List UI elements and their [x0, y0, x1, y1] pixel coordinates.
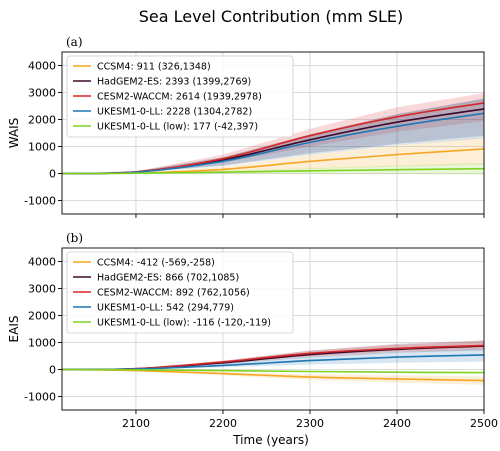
panel-1-legend-label-0: CCSM4: -412 (-569,-258)	[97, 258, 215, 269]
panel-0-legend-label-2: CESM2-WACCM: 2614 (1939,2978)	[97, 92, 262, 103]
panel-1-legend-label-3: UKESM1-0-LL: 542 (294,779)	[97, 303, 234, 314]
panel-0-legend-label-4: UKESM1-0-LL (low): 177 (-42,397)	[97, 122, 258, 133]
panel-1-legend-label-4: UKESM1-0-LL (low): -116 (-120,-119)	[97, 318, 271, 329]
panel-0-legend-label-1: HadGEM2-ES: 2393 (1399,2769)	[97, 77, 251, 88]
panel-eais: -1000 0 1000 2000 3000 4000 2100 2200 2300 2400 25…	[7, 231, 498, 430]
panel-1-panel-label: (b)	[66, 231, 83, 245]
panel-1-x-tick-label-3: 2400	[383, 417, 411, 430]
panel-1-series-3-band	[62, 348, 484, 370]
panel-1-y-tick-label-0: -1000	[24, 391, 56, 404]
panel-0-panel-label: (a)	[66, 35, 83, 49]
panel-0-series-3-band	[62, 98, 484, 174]
panel-0-legend-label-0: CCSM4: 911 (326,1348)	[97, 62, 211, 73]
panel-0-series-4-band	[62, 162, 484, 175]
panel-0-y-axis-label: WAIS	[7, 118, 21, 149]
panel-1-y-tick-label-2: 1000	[28, 337, 56, 350]
x-axis-label: Time (years)	[232, 433, 309, 447]
panel-0-legend	[66, 55, 294, 138]
panel-1-series-0-band	[62, 369, 484, 385]
panel-1-y-axis-label: EAIS	[7, 316, 21, 343]
panel-0-y-tick-label-4: 3000	[28, 87, 56, 100]
panel-1-axes-frame	[61, 247, 485, 411]
panel-1-x-tick-label-2: 2300	[296, 417, 324, 430]
panel-0-series-3-line	[61, 112, 485, 175]
panel-0-y-tick-label-5: 4000	[28, 60, 56, 73]
panel-1-series-4-line	[61, 368, 485, 374]
panel-1-x-tick-label-1: 2200	[209, 417, 237, 430]
panel-1-y-tick-label-4: 3000	[28, 283, 56, 296]
panel-1-legend-label-1: HadGEM2-ES: 866 (702,1085)	[97, 273, 239, 284]
panel-1-legend	[66, 251, 294, 334]
panel-0-y-tick-label-2: 1000	[28, 141, 56, 154]
panel-wais: -1000 0 1000 2000 3000 4000 WAIS (a) CCSM4: 911 …	[7, 35, 485, 218]
panel-0-series-4-line	[61, 167, 485, 175]
panel-1-x-tick-label-4: 2500	[470, 417, 498, 430]
panel-0-y-tick-label-3: 2000	[28, 114, 56, 127]
panel-0-y-tick-label-1: 0	[49, 168, 56, 181]
panel-0-legend-label-3: UKESM1-0-LL: 2228 (1304,2782)	[97, 107, 252, 118]
panel-1-x-tick-label-0: 2100	[122, 417, 150, 430]
panel-0-axes-frame	[61, 51, 485, 215]
panel-1-y-tick-label-1: 0	[49, 364, 56, 377]
panel-0-series-1-band	[62, 98, 484, 174]
panel-1-y-tick-label-5: 4000	[28, 256, 56, 269]
panel-0-series-0-band	[62, 137, 484, 174]
panel-1-legend-label-2: CESM2-WACCM: 892 (762,1056)	[97, 288, 250, 299]
panel-0-series-2-band	[62, 93, 484, 174]
panel-1-series-1-band	[62, 340, 484, 370]
panel-1-series-2-band	[62, 341, 484, 370]
panel-1-y-tick-label-3: 2000	[28, 310, 56, 323]
chart-title: Sea Level Contribution (mm SLE)	[139, 7, 404, 26]
panel-0-y-tick-label-0: -1000	[24, 195, 56, 208]
